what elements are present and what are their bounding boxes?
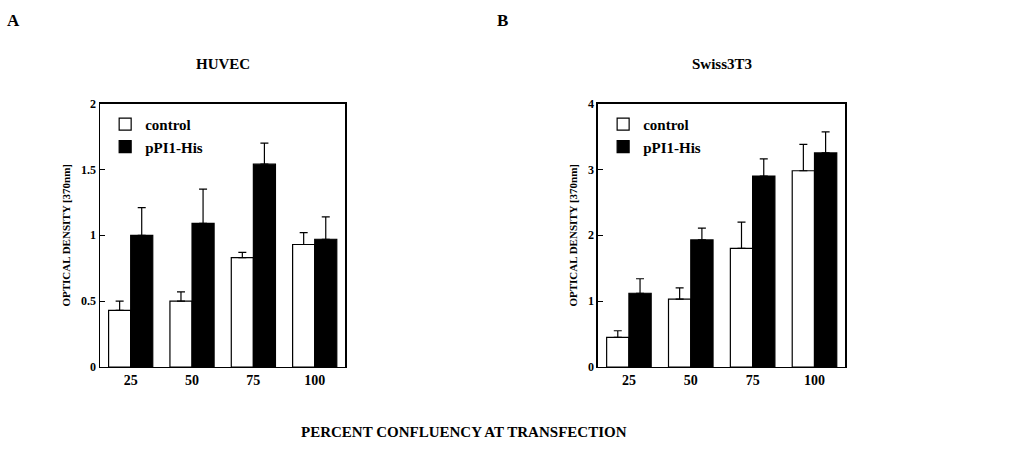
svg-text:B: B xyxy=(497,11,508,30)
svg-text:HUVEC: HUVEC xyxy=(196,56,250,72)
svg-text:75: 75 xyxy=(746,373,760,388)
svg-text:control: control xyxy=(145,117,191,133)
svg-text:100: 100 xyxy=(304,373,325,388)
svg-text:Swiss3T3: Swiss3T3 xyxy=(692,56,752,72)
svg-text:50: 50 xyxy=(185,373,199,388)
svg-text:25: 25 xyxy=(622,373,636,388)
svg-text:0.5: 0.5 xyxy=(81,294,96,308)
svg-text:OPTICAL DENSITY [370nm]: OPTICAL DENSITY [370nm] xyxy=(567,164,579,307)
svg-text:1: 1 xyxy=(90,228,96,242)
svg-text:3: 3 xyxy=(588,163,594,177)
svg-text:2: 2 xyxy=(90,97,96,111)
svg-text:1.5: 1.5 xyxy=(81,163,96,177)
svg-text:control: control xyxy=(643,117,689,133)
svg-text:pPI1-His: pPI1-His xyxy=(643,140,701,156)
svg-text:1: 1 xyxy=(588,294,594,308)
svg-text:2: 2 xyxy=(588,228,594,242)
svg-text:pPI1-His: pPI1-His xyxy=(145,140,203,156)
svg-text:0: 0 xyxy=(588,360,594,374)
svg-text:75: 75 xyxy=(246,373,260,388)
svg-text:50: 50 xyxy=(684,373,698,388)
svg-text:25: 25 xyxy=(124,373,138,388)
svg-text:4: 4 xyxy=(588,97,594,111)
svg-text:OPTICAL DENSITY [370nm]: OPTICAL DENSITY [370nm] xyxy=(60,164,72,307)
svg-text:100: 100 xyxy=(804,373,825,388)
svg-text:PERCENT CONFLUENCY AT TRANSFEC: PERCENT CONFLUENCY AT TRANSFECTION xyxy=(301,424,627,440)
svg-text:A: A xyxy=(7,11,20,30)
svg-text:0: 0 xyxy=(90,360,96,374)
